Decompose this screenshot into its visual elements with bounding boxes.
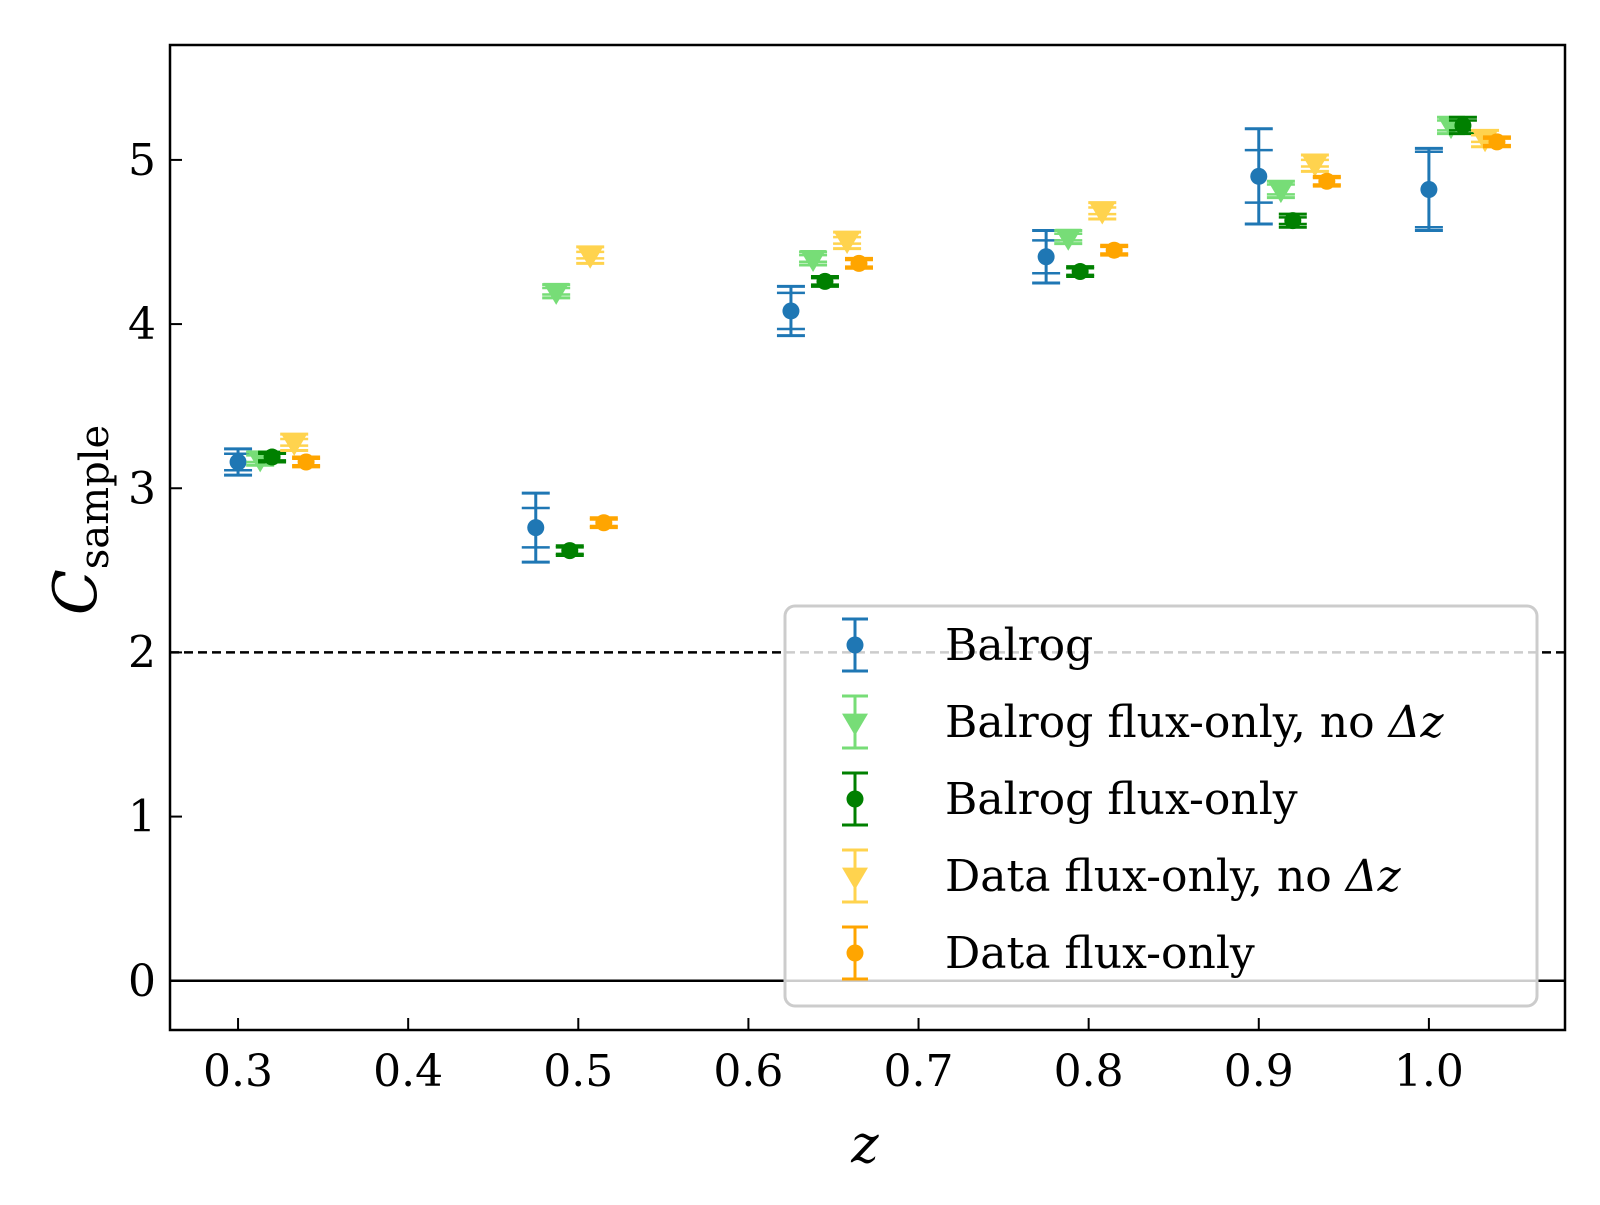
x-tick-label-4: 0.7	[884, 1046, 954, 1097]
series-2-point-3-marker	[1071, 263, 1089, 281]
series-4-point-5-marker	[1488, 133, 1506, 151]
legend-entry-0-marker	[846, 636, 864, 654]
series-1-point-2-marker	[800, 250, 827, 273]
legend-entry-3-label: Data flux-only, no Δz	[945, 851, 1401, 902]
series-2-point-2-marker	[816, 272, 834, 290]
legend-entry-1-label-symbol: Δz	[1387, 697, 1445, 748]
series-4-point-4-marker	[1318, 172, 1336, 190]
series-0-point-5-marker	[1420, 180, 1438, 198]
series-3-point-4-marker	[1301, 154, 1328, 177]
axes: 0.3 0.4 0.5 0.6 0.7 0.8 0.9 1.0 0 1 2 3 4 5	[128, 43, 1567, 1097]
series-2-point-5-marker	[1454, 116, 1472, 134]
series-3-point-1-marker	[577, 246, 604, 269]
series-4-point-1-marker	[595, 514, 613, 532]
y-axis-title-main: C	[41, 569, 111, 615]
legend-entry-0: Balrog	[842, 617, 1093, 673]
plot-frame	[168, 43, 1567, 1032]
series-3-point-3-marker	[1089, 202, 1116, 225]
series-0-point-0-marker	[229, 453, 247, 471]
legend-frame	[783, 604, 1539, 1008]
x-tick-label-7: 1.0	[1394, 1046, 1464, 1097]
series-0-point-1-marker	[527, 519, 545, 537]
series-1-point-3-marker	[1055, 228, 1082, 251]
legend-entry-1: Balrog flux-only, no Δz	[842, 694, 1444, 750]
x-tick-label-3: 0.6	[713, 1046, 783, 1097]
y-axis-title: Csample	[41, 425, 118, 615]
series-0-point-3-marker	[1037, 248, 1055, 266]
legend-entry-4: Data flux-only	[842, 925, 1255, 981]
series-2-point-1-marker	[561, 542, 579, 560]
y-tick-label-3: 3	[128, 463, 156, 514]
legend-entry-4-label: Data flux-only	[945, 928, 1255, 979]
y-axis-title-subscript: sample	[72, 425, 118, 569]
svg-text:Csample: Csample	[41, 425, 118, 615]
x-tick-label-6: 0.9	[1224, 1046, 1294, 1097]
series-3-point-2-marker	[834, 231, 861, 254]
x-tick-label-0: 0.3	[203, 1046, 273, 1097]
data-marks	[224, 115, 1511, 564]
legend-entry-1-label-text: Balrog flux-only, no	[945, 697, 1389, 748]
y-tick-label-5: 5	[128, 135, 156, 186]
series-1-point-1-marker	[543, 282, 570, 305]
series-4	[292, 133, 1511, 532]
legend-entry-4-marker	[846, 944, 864, 962]
series-1-point-4-marker	[1267, 181, 1294, 204]
legend-entry-4-label-text: Data flux-only	[945, 928, 1255, 979]
y-tick-label-0: 0	[128, 956, 156, 1007]
series-0-point-4-marker	[1250, 167, 1268, 185]
series-4-point-3-marker	[1105, 241, 1123, 259]
legend-entry-0-label: Balrog	[945, 620, 1093, 671]
legend-entry-3-label-symbol: Δz	[1344, 851, 1402, 902]
series-2	[258, 115, 1477, 560]
series-4-point-0-marker	[297, 453, 315, 471]
legend-entry-3-marker	[842, 867, 868, 890]
legend-entry-2-label: Balrog flux-only	[945, 774, 1298, 825]
legend-entry-2-marker	[846, 790, 864, 808]
legend-entry-1-label: Balrog flux-only, no Δz	[945, 697, 1444, 748]
legend-entry-3-label-text: Data flux-only, no	[945, 851, 1346, 902]
legend-entry-1-marker	[842, 713, 868, 736]
series-2-point-4-marker	[1284, 212, 1302, 230]
series-0	[224, 127, 1443, 564]
x-axis-title: z	[850, 1115, 879, 1175]
legend-entry-0-label-text: Balrog	[945, 620, 1093, 671]
series-2-point-0-marker	[263, 448, 281, 466]
legend-entry-2-label-text: Balrog flux-only	[945, 774, 1298, 825]
series-4-point-2-marker	[850, 254, 868, 272]
series-0-point-2-marker	[782, 302, 800, 320]
legend-entry-3: Data flux-only, no Δz	[842, 848, 1401, 904]
x-tick-label-2: 0.5	[543, 1046, 613, 1097]
y-tick-label-1: 1	[128, 792, 156, 843]
y-tick-label-4: 4	[128, 299, 156, 350]
series-3-point-0-marker	[281, 433, 308, 456]
legend-entry-2: Balrog flux-only	[842, 771, 1298, 827]
x-tick-label-1: 0.4	[373, 1046, 443, 1097]
x-tick-label-5: 0.8	[1054, 1046, 1124, 1097]
y-tick-label-2: 2	[128, 627, 156, 678]
